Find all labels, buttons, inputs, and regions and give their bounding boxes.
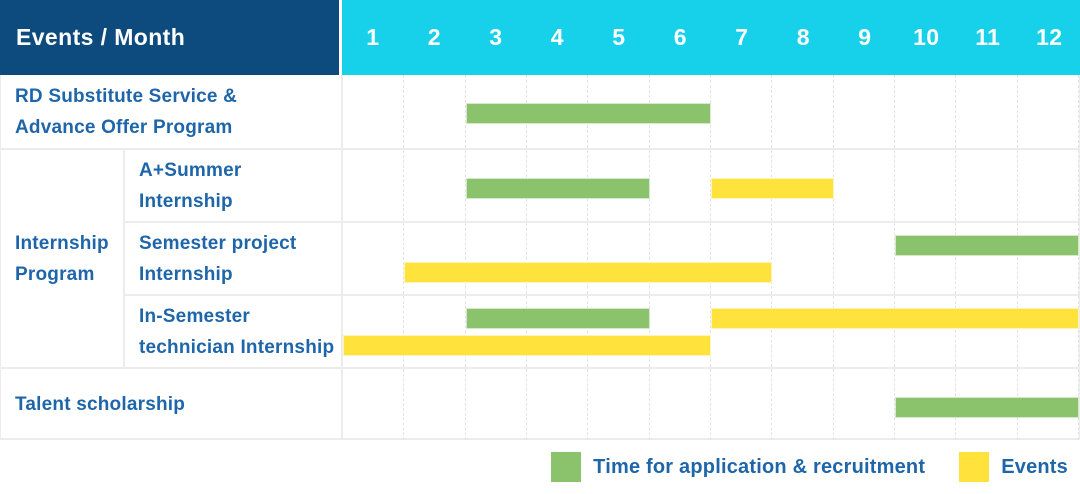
month-cell-5 bbox=[588, 369, 650, 440]
month-cell-3 bbox=[466, 296, 527, 367]
month-cell-1 bbox=[343, 296, 405, 367]
month-cell-7 bbox=[711, 369, 773, 440]
month-header-9: 9 bbox=[858, 24, 872, 50]
month-header-6: 6 bbox=[673, 24, 687, 50]
row-group: Internship Program A+Summer Internship Sem… bbox=[1, 148, 1079, 367]
month-cell-3 bbox=[466, 369, 527, 440]
month-cell-6 bbox=[650, 150, 711, 221]
legend-swatch-recruitment bbox=[551, 452, 582, 482]
month-cell-1 bbox=[343, 75, 405, 148]
table-row: Semester project Internship bbox=[125, 221, 1079, 294]
month-cell-8 bbox=[772, 223, 834, 294]
month-cell-9 bbox=[834, 223, 895, 294]
bar-events bbox=[711, 308, 1079, 329]
month-cell-8 bbox=[772, 369, 834, 440]
month-cell-9 bbox=[834, 296, 895, 367]
month-cell-2 bbox=[404, 150, 466, 221]
month-cell-11 bbox=[956, 150, 1018, 221]
row-label-cell: Semester project Internship bbox=[125, 223, 343, 294]
month-cell-7 bbox=[711, 75, 773, 148]
events-month-header-cell: Events / Month bbox=[0, 0, 342, 75]
table-row: A+Summer Internship bbox=[125, 150, 1079, 221]
month-header-2: 2 bbox=[427, 24, 441, 50]
month-header-11: 11 bbox=[975, 24, 1001, 50]
bar-events bbox=[711, 178, 834, 199]
row-label-cell: In-Semester technician Internship bbox=[125, 296, 343, 367]
bar-events bbox=[343, 335, 711, 356]
month-grid bbox=[343, 369, 1079, 440]
month-cell-5 bbox=[588, 223, 650, 294]
month-grid bbox=[343, 223, 1079, 294]
month-cell-8 bbox=[772, 296, 834, 367]
table-header-row: Events / Month 1 2 3 4 5 6 7 8 9 10 11 12 bbox=[0, 0, 1080, 75]
month-cell-2 bbox=[404, 369, 466, 440]
gantt-body: RD Substitute Service & Advance Offer Pr… bbox=[0, 75, 1080, 440]
month-header-10: 10 bbox=[913, 24, 940, 50]
month-grid bbox=[343, 296, 1079, 367]
month-header-strip: 1 2 3 4 5 6 7 8 9 10 11 12 bbox=[342, 0, 1080, 75]
bar-events bbox=[404, 262, 773, 283]
row-label-cell: Talent scholarship bbox=[1, 369, 343, 440]
month-cell-12 bbox=[1018, 150, 1079, 221]
month-cell-10 bbox=[895, 223, 957, 294]
month-cell-9 bbox=[834, 150, 895, 221]
table-row: Talent scholarship bbox=[1, 367, 1079, 440]
group-label-cell: Internship Program bbox=[1, 150, 125, 367]
month-cell-12 bbox=[1018, 75, 1079, 148]
month-cell-2 bbox=[404, 296, 466, 367]
month-cell-2 bbox=[404, 223, 466, 294]
month-cell-6 bbox=[650, 296, 711, 367]
month-cell-3 bbox=[466, 223, 527, 294]
bar-recruitment bbox=[895, 235, 1079, 256]
month-cell-12 bbox=[1018, 296, 1079, 367]
month-grid bbox=[343, 150, 1079, 221]
month-header-8: 8 bbox=[796, 24, 810, 50]
bar-recruitment bbox=[465, 178, 650, 199]
bar-recruitment bbox=[465, 308, 650, 329]
group-subrows: A+Summer Internship Semester project Inte… bbox=[125, 150, 1079, 367]
bar-recruitment bbox=[895, 397, 1079, 418]
month-cell-9 bbox=[834, 75, 895, 148]
month-cell-1 bbox=[343, 223, 405, 294]
month-cell-10 bbox=[895, 75, 957, 148]
month-cell-11 bbox=[956, 296, 1018, 367]
month-cell-2 bbox=[404, 75, 466, 148]
month-header-5: 5 bbox=[612, 24, 626, 50]
month-cell-1 bbox=[343, 369, 405, 440]
month-cell-11 bbox=[956, 223, 1018, 294]
month-cell-6 bbox=[650, 223, 711, 294]
month-cell-4 bbox=[527, 369, 589, 440]
month-cell-10 bbox=[895, 296, 957, 367]
month-cell-4 bbox=[527, 296, 589, 367]
legend: Time for application & recruitment Events bbox=[0, 440, 1080, 494]
month-cell-5 bbox=[588, 296, 650, 367]
month-cell-10 bbox=[895, 150, 957, 221]
legend-label: Time for application & recruitment bbox=[593, 455, 926, 478]
month-cell-7 bbox=[711, 223, 773, 294]
row-label-cell: A+Summer Internship bbox=[125, 150, 343, 221]
month-header-7: 7 bbox=[735, 24, 749, 50]
row-label-cell: RD Substitute Service & Advance Offer Pr… bbox=[1, 75, 343, 148]
legend-item-recruitment: Time for application & recruitment bbox=[551, 452, 925, 482]
month-header-4: 4 bbox=[550, 24, 564, 50]
legend-item-events: Events bbox=[959, 452, 1068, 482]
month-header-1: 1 bbox=[366, 24, 380, 50]
month-header-12: 12 bbox=[1036, 24, 1063, 50]
legend-label: Events bbox=[1001, 455, 1068, 478]
bar-recruitment bbox=[465, 103, 711, 124]
month-cell-12 bbox=[1018, 223, 1079, 294]
month-cell-6 bbox=[650, 369, 711, 440]
month-cell-8 bbox=[772, 75, 834, 148]
month-header-3: 3 bbox=[489, 24, 503, 50]
legend-swatch-events bbox=[959, 452, 990, 482]
table-row: RD Substitute Service & Advance Offer Pr… bbox=[1, 75, 1079, 148]
table-row: In-Semester technician Internship bbox=[125, 294, 1079, 367]
month-grid bbox=[343, 75, 1079, 148]
month-cell-1 bbox=[343, 150, 405, 221]
month-cell-9 bbox=[834, 369, 895, 440]
month-cell-7 bbox=[711, 296, 773, 367]
month-cell-11 bbox=[956, 75, 1018, 148]
month-cell-4 bbox=[527, 223, 589, 294]
